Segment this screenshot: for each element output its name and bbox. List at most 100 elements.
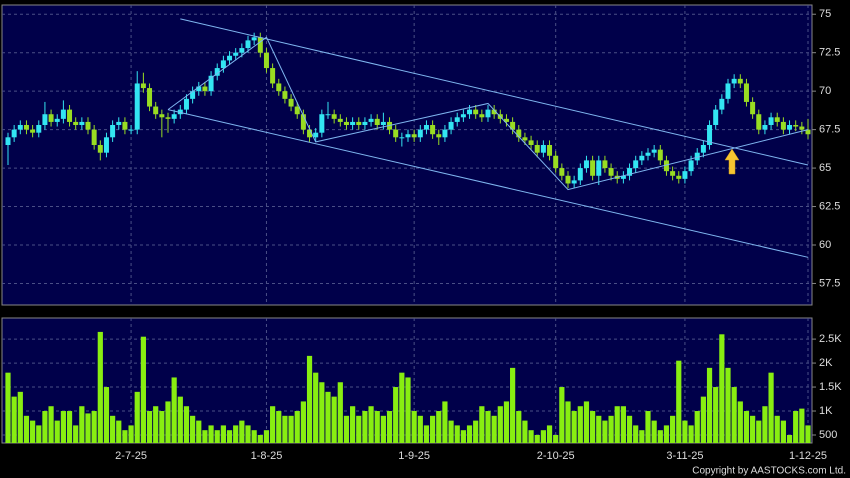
volume-bar — [257, 434, 263, 443]
volume-bar — [651, 420, 657, 443]
volume-bar — [639, 430, 645, 443]
volume-bar — [5, 372, 11, 443]
volume-bar — [122, 430, 128, 443]
volume-bar — [491, 415, 497, 443]
volume-bar — [196, 420, 202, 443]
candle-body — [42, 114, 48, 125]
candle-body — [713, 109, 719, 125]
volume-bar — [356, 415, 362, 443]
candle-body — [430, 125, 436, 135]
candle-body — [380, 121, 386, 125]
volume-bar — [208, 425, 214, 443]
candle-body — [374, 118, 380, 125]
trend-line — [167, 109, 809, 258]
volume-bar — [134, 391, 140, 443]
volume-bar — [251, 430, 257, 443]
volume-bar — [386, 411, 393, 443]
volume-bar — [374, 411, 380, 443]
volume-bar — [454, 425, 460, 443]
candle-body — [134, 83, 140, 130]
volume-bar — [288, 415, 294, 443]
y-tick-label: 60 — [819, 239, 831, 251]
candle-body — [288, 98, 294, 107]
volume-bar — [116, 420, 122, 443]
candle-body — [743, 83, 749, 102]
volume-bar — [633, 425, 639, 443]
volume-bar — [516, 411, 522, 443]
candle-body — [97, 145, 103, 153]
candle-body — [645, 152, 651, 156]
candle-body — [54, 118, 60, 122]
candle-body — [5, 137, 11, 145]
volume-bar — [153, 406, 159, 443]
candle-body — [282, 91, 288, 99]
volume-bar — [183, 406, 190, 443]
candle-body — [436, 134, 442, 138]
candle-body — [707, 125, 713, 145]
volume-bar — [11, 396, 17, 443]
candle-body — [448, 121, 454, 130]
volume-bar — [42, 411, 48, 443]
candle-body — [300, 114, 306, 130]
volume-bar — [473, 420, 479, 443]
candle-body — [190, 91, 196, 99]
volume-bar — [719, 334, 725, 443]
candle-body — [220, 60, 226, 69]
candle-body — [657, 149, 663, 161]
volume-bar — [596, 415, 602, 443]
volume-bar — [430, 415, 436, 443]
candle-body — [571, 180, 577, 184]
volume-bar — [36, 425, 42, 443]
volume-bar — [528, 430, 534, 443]
candle-body — [122, 121, 128, 130]
y-tick-label: 62.5 — [819, 200, 840, 212]
candle-body — [577, 168, 583, 181]
candle-body — [73, 121, 79, 125]
volume-bar — [233, 425, 239, 443]
candle-body — [85, 121, 91, 130]
volume-bar — [559, 387, 565, 443]
candle-body — [799, 126, 805, 130]
candle-body — [553, 155, 559, 169]
volume-bar — [30, 420, 36, 443]
candle-body — [651, 149, 657, 153]
volume-bar — [608, 415, 614, 443]
candle-body — [491, 109, 497, 115]
volume-bar — [239, 420, 245, 443]
volume-bar — [423, 425, 430, 443]
volume-bar — [202, 430, 208, 443]
volume-bar — [263, 430, 270, 443]
candle-body — [177, 109, 183, 115]
volume-bar — [362, 411, 368, 443]
volume-bar — [331, 396, 337, 443]
volume-bar — [743, 411, 750, 443]
volume-bar — [485, 411, 491, 443]
candle-body — [750, 101, 756, 115]
volume-bar — [577, 406, 583, 443]
volume-bar — [645, 411, 651, 443]
volume-bar — [676, 360, 682, 443]
volume-bar — [226, 430, 233, 443]
volume-bar — [786, 434, 793, 443]
candle-body — [276, 83, 282, 92]
candle-body — [737, 78, 743, 84]
volume-bar — [497, 406, 503, 443]
candle-body — [196, 86, 202, 92]
candle-body — [473, 109, 479, 115]
volume-bar — [393, 387, 399, 443]
x-tick-label: 1-12-25 — [789, 450, 827, 462]
candle-body — [460, 114, 466, 118]
volume-bar — [602, 420, 608, 443]
candle-body — [325, 114, 331, 116]
y-tick-label: 2.5K — [819, 333, 842, 345]
trend-line — [180, 18, 809, 166]
candle-body — [30, 129, 36, 133]
volume-bar — [110, 415, 116, 443]
volume-bar — [79, 406, 85, 443]
candle-body — [590, 160, 596, 176]
candle-body — [528, 140, 534, 145]
candle-body — [725, 83, 731, 99]
volume-bar — [750, 415, 756, 443]
candle-body — [23, 125, 29, 130]
